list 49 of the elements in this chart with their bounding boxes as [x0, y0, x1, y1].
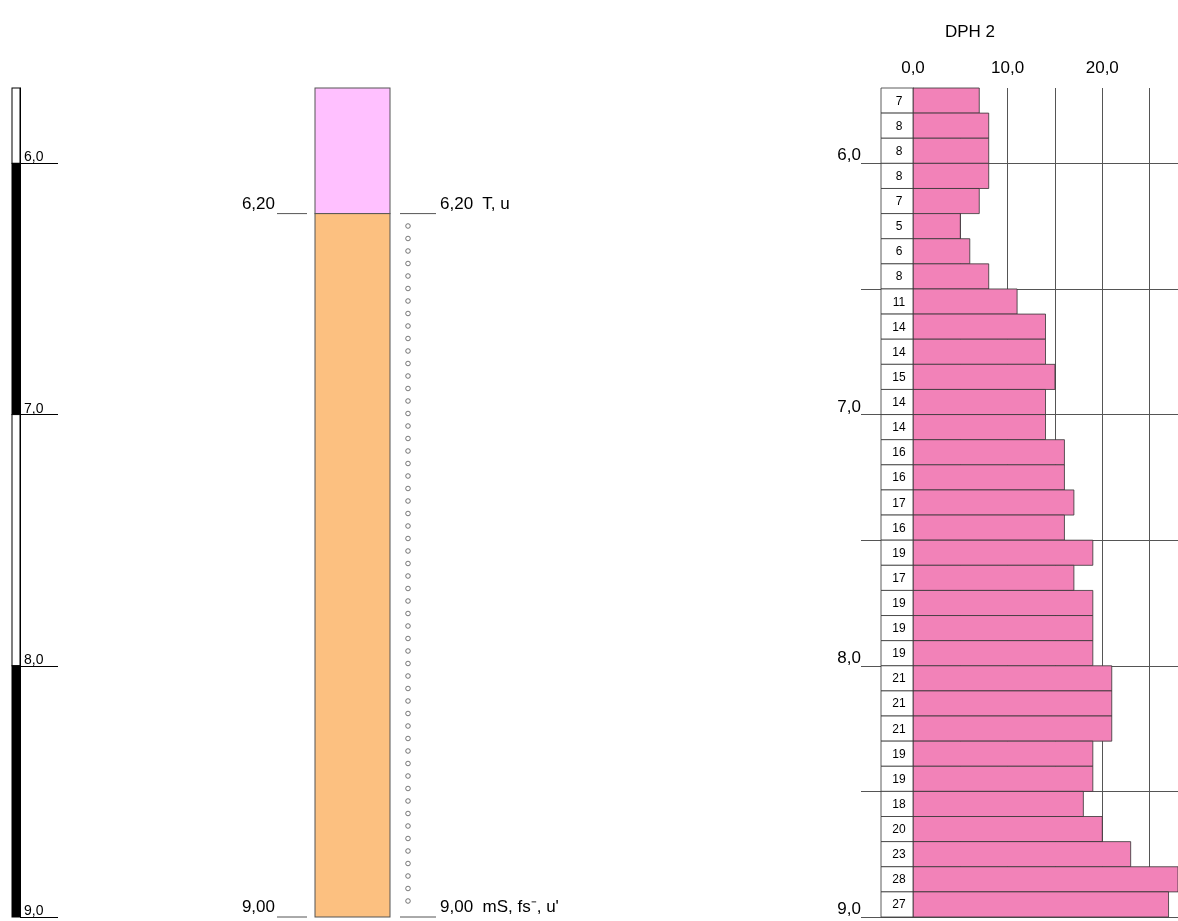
x-tick-label: 10,0	[991, 58, 1025, 77]
data-label: 6	[895, 244, 903, 259]
data-label: 18	[892, 796, 906, 811]
data-label: 11	[892, 294, 906, 309]
data-label: 27	[892, 897, 906, 912]
data-label: 20	[892, 822, 906, 837]
data-label: 15	[892, 369, 906, 384]
data-label: 16	[892, 445, 906, 460]
x-tick-label: 0,0	[901, 58, 925, 77]
data-label: 16	[892, 520, 906, 535]
data-label: 14	[892, 319, 906, 334]
data-label: 8	[895, 118, 903, 133]
data-label: 8	[895, 269, 903, 284]
data-label: 14	[892, 395, 906, 410]
data-label: 17	[892, 570, 906, 585]
ref-line-label: 9,00	[241, 897, 275, 916]
data-label: 8	[895, 168, 903, 183]
data-label: 19	[892, 646, 906, 661]
data-label: 14	[892, 420, 906, 435]
ref-line-label: 6,20	[241, 193, 275, 213]
data-label: 19	[892, 746, 906, 761]
text: 8,0	[24, 650, 44, 667]
data-label: 19	[892, 545, 906, 560]
y-tick-label: 9,0	[837, 899, 861, 918]
y-tick-label: 6,0	[837, 145, 861, 165]
data-label: 19	[892, 621, 906, 636]
chart-title: DPH 2	[945, 22, 996, 41]
ref-line-label: 9,00 mS, fs⁻, u'	[440, 897, 559, 916]
data-label: 14	[892, 344, 906, 359]
data-label: 19	[892, 595, 906, 610]
x-tick-label: 20,0	[1085, 58, 1119, 77]
data-label: 7	[895, 194, 903, 209]
data-label: 5	[895, 219, 903, 234]
data-label: 21	[892, 696, 906, 711]
text: 7,0	[24, 399, 44, 416]
data-label: 21	[892, 721, 906, 736]
y-tick-label: 7,0	[837, 396, 861, 416]
text: 6,0	[24, 148, 44, 165]
data-label: 23	[892, 847, 906, 862]
y-tick-label: 8,0	[837, 647, 861, 667]
ref-line-label: 6,20 T, u	[440, 193, 510, 213]
data-label: 19	[892, 771, 906, 786]
data-label: 17	[892, 495, 906, 510]
data-label: 21	[892, 671, 906, 686]
data-label: 28	[892, 872, 906, 887]
data-label: 8	[895, 143, 903, 158]
data-label: 7	[895, 93, 903, 108]
text: 9,0	[24, 902, 44, 918]
data-label: 16	[892, 470, 906, 485]
